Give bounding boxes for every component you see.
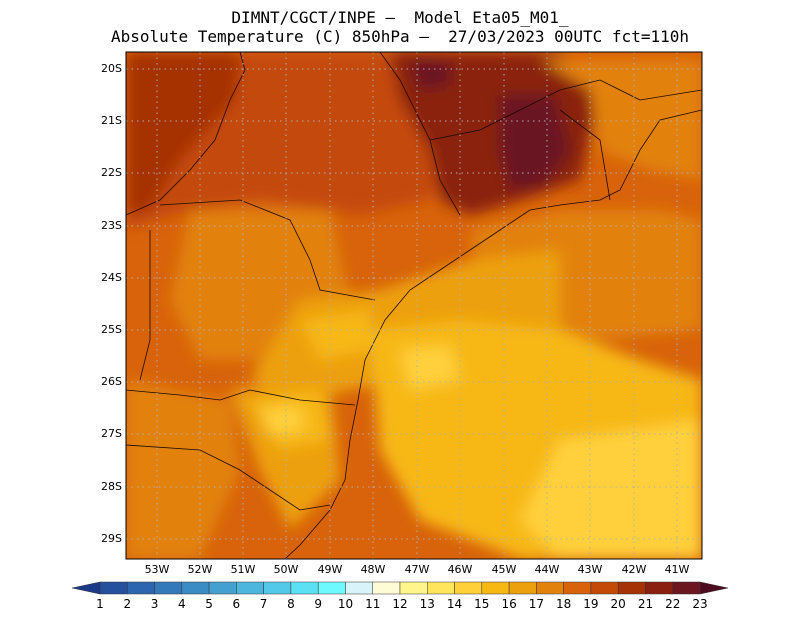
- map-title-line-2: Absolute Temperature (C) 850hPa — 27/03/…: [111, 27, 689, 46]
- colorbar-label: 14: [446, 597, 463, 611]
- lat-label: 22S: [101, 166, 122, 179]
- lat-label: 20S: [101, 62, 122, 75]
- colorbar-label: 9: [314, 597, 322, 611]
- colorbar-swatch: [563, 581, 592, 595]
- colorbar-swatch: [645, 581, 673, 595]
- colorbar-label: 10: [337, 597, 354, 611]
- map-frame: [125, 51, 703, 560]
- colorbar-label: 5: [205, 597, 213, 611]
- colorbar-label: 18: [555, 597, 572, 611]
- colorbar-swatch: [481, 581, 510, 595]
- lon-label: 48W: [360, 563, 386, 576]
- lat-label: 28S: [101, 480, 122, 493]
- colorbar-swatch: [127, 581, 155, 595]
- lat-label: 29S: [101, 532, 122, 545]
- lon-label: 50W: [273, 563, 299, 576]
- lon-label: 41W: [664, 563, 690, 576]
- colorbar-swatch: [427, 581, 455, 595]
- colorbar-label: 23: [692, 597, 708, 611]
- lat-label: 25S: [101, 323, 122, 336]
- temperature-field: [126, 52, 702, 559]
- lon-label: 51W: [230, 563, 256, 576]
- colorbar-min-arrow: [71, 581, 101, 595]
- colorbar-swatch: [263, 581, 292, 595]
- colorbar-swatch: [372, 581, 401, 595]
- colorbar-label: 12: [392, 597, 408, 611]
- lat-label: 23S: [101, 219, 122, 232]
- colorbar-label: 2: [123, 597, 132, 611]
- colorbar-label: 20: [610, 597, 626, 611]
- lat-label: 27S: [101, 427, 122, 440]
- lon-label: 45W: [491, 563, 517, 576]
- lat-label: 26S: [101, 375, 122, 388]
- lon-label: 49W: [317, 563, 343, 576]
- colorbar-label: 21: [637, 597, 654, 611]
- lon-label: 53W: [144, 563, 170, 576]
- coastline-borders: [126, 52, 702, 559]
- colorbar-swatch: [399, 581, 428, 595]
- lon-label: 52W: [187, 563, 213, 576]
- colorbar-swatch: [154, 581, 183, 595]
- colorbar-label: 1: [96, 597, 104, 611]
- colorbar-swatch: [617, 581, 646, 595]
- colorbar-swatch: [99, 581, 128, 595]
- colorbar-label: 8: [287, 597, 295, 611]
- lat-label: 24S: [101, 271, 122, 284]
- colorbar-swatch: [317, 581, 346, 595]
- colorbar-label: 17: [528, 597, 544, 611]
- colorbar-swatch: [236, 581, 264, 595]
- lon-label: 43W: [577, 563, 603, 576]
- colorbar-swatch: [290, 581, 319, 595]
- colorbar: [71, 581, 729, 595]
- lon-label: 46W: [447, 563, 473, 576]
- colorbar-swatch: [208, 581, 237, 595]
- colorbar-label: 4: [177, 597, 186, 611]
- colorbar-swatch: [345, 581, 373, 595]
- colorbar-max-arrow: [699, 581, 729, 595]
- colorbar-label: 16: [501, 597, 517, 611]
- lon-label: 42W: [621, 563, 647, 576]
- colorbar-label: 11: [365, 597, 381, 611]
- colorbar-label: 19: [583, 597, 599, 611]
- colorbar-label: 22: [665, 597, 681, 611]
- colorbar-swatch: [590, 581, 619, 595]
- lon-label: 44W: [534, 563, 560, 576]
- colorbar-label: 15: [474, 597, 490, 611]
- colorbar-swatch: [454, 581, 483, 595]
- colorbar-label: 7: [259, 597, 268, 611]
- lat-label: 21S: [101, 114, 122, 127]
- colorbar-label: 3: [150, 597, 159, 611]
- lon-label: 47W: [404, 563, 430, 576]
- colorbar-swatch: [181, 581, 210, 595]
- colorbar-swatch: [536, 581, 564, 595]
- colorbar-label: 13: [419, 597, 435, 611]
- graticule: [126, 52, 702, 559]
- colorbar-swatch: [508, 581, 537, 595]
- colorbar-swatch: [672, 581, 701, 595]
- colorbar-label: 6: [232, 597, 241, 611]
- map-title-line-1: DIMNT/CGCT/INPE — Model Eta05_M01_: [231, 8, 569, 27]
